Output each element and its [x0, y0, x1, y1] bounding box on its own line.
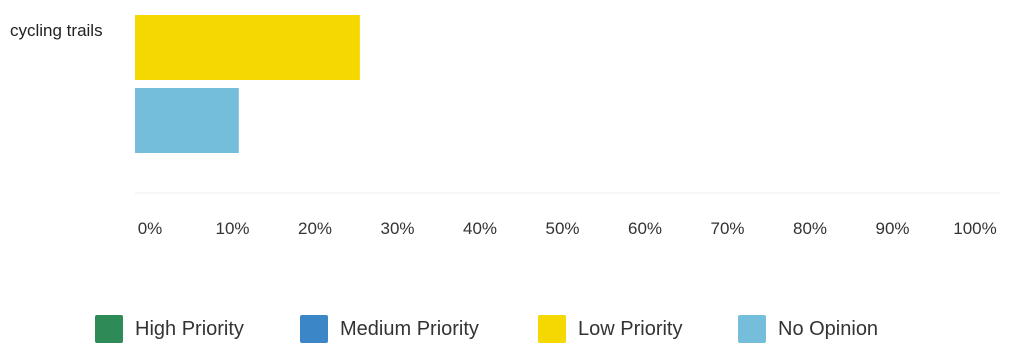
legend-swatch [738, 315, 766, 343]
legend-item: Low Priority [538, 312, 682, 346]
legend-label: Low Priority [578, 317, 683, 340]
legend-item: High Priority [95, 312, 244, 346]
x-tick-label: 10% [215, 219, 249, 238]
category-label: cycling trails [10, 21, 103, 40]
legend-label: No Opinion [778, 317, 879, 340]
legend-label: High Priority [135, 317, 244, 340]
bar-no-opinion [135, 88, 239, 153]
bar-chart: cycling trails 0% 10% 20% 30% 40% 50% 60% 70% 80… [10, 15, 1000, 238]
x-tick-label: 20% [298, 219, 332, 238]
legend: High Priority Medium Priority Low Priority… [0, 312, 1010, 346]
x-tick-label: 30% [380, 219, 414, 238]
legend-item: Medium Priority [300, 312, 479, 346]
x-tick-label: 90% [875, 219, 909, 238]
legend-swatch [95, 315, 123, 343]
x-tick-labels: 0% 10% 20% 30% 40% 50% 60% 70% 80% 90% 100% [138, 219, 997, 238]
legend-item: No Opinion [738, 312, 878, 346]
legend-swatch [300, 315, 328, 343]
x-tick-label: 40% [463, 219, 497, 238]
x-tick-label: 70% [710, 219, 744, 238]
legend-label: Medium Priority [340, 317, 479, 340]
bars-group [135, 15, 360, 153]
x-tick-label: 50% [545, 219, 579, 238]
legend-swatch [538, 315, 566, 343]
x-tick-label: 0% [138, 219, 163, 238]
x-tick-label: 80% [793, 219, 827, 238]
bar-low-priority [135, 15, 360, 80]
x-tick-label: 100% [953, 219, 996, 238]
category-labels: cycling trails [10, 21, 103, 40]
x-tick-label: 60% [628, 219, 662, 238]
